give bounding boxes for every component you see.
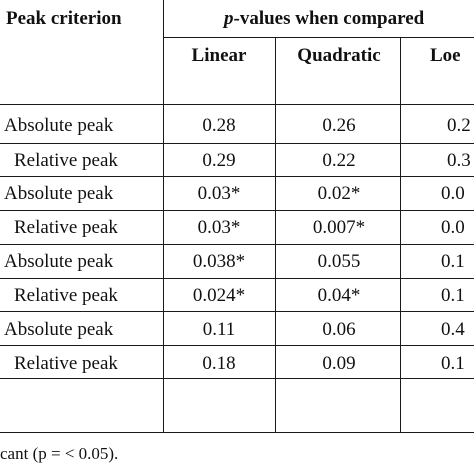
row-divider bbox=[0, 210, 474, 211]
row-label: Relative peak bbox=[14, 285, 118, 306]
cell-loe: 0.1 bbox=[441, 285, 465, 306]
column-header-loe: Loe bbox=[430, 45, 461, 66]
pvalues-header: p-values when compared bbox=[224, 9, 424, 28]
cell-linear: 0.03* bbox=[197, 217, 241, 238]
cell-linear: 0.28 bbox=[202, 115, 236, 136]
cell-quadratic: 0.06 bbox=[322, 319, 356, 340]
table-bottom-rule bbox=[0, 432, 474, 433]
cell-quadratic: 0.26 bbox=[322, 115, 356, 136]
row-label: Absolute peak bbox=[4, 251, 114, 272]
cell-quadratic: 0.22 bbox=[322, 150, 356, 171]
cell-linear: 0.11 bbox=[202, 319, 236, 340]
cell-quadratic: 0.09 bbox=[322, 353, 356, 374]
pvalues-header-p: p bbox=[224, 8, 234, 29]
row-label: Absolute peak bbox=[4, 115, 114, 136]
cell-quadratic: 0.007* bbox=[312, 217, 366, 238]
cell-loe: 0.1 bbox=[441, 353, 465, 374]
cell-quadratic: 0.02* bbox=[317, 183, 361, 204]
column-divider-criterion bbox=[163, 0, 164, 432]
cell-loe: 0.3 bbox=[447, 150, 471, 171]
row-label: Relative peak bbox=[14, 217, 118, 238]
cell-loe: 0.0 bbox=[441, 217, 465, 238]
cell-loe: 0.0 bbox=[441, 183, 465, 204]
cell-loe: 0.1 bbox=[441, 251, 465, 272]
cell-loe: 0.4 bbox=[441, 319, 465, 340]
header-divider-top bbox=[163, 37, 474, 38]
header-divider-bottom bbox=[0, 104, 474, 105]
row-label: Absolute peak bbox=[4, 183, 114, 204]
cell-quadratic: 0.04* bbox=[317, 285, 361, 306]
peak-criterion-header: Peak criterion bbox=[6, 8, 122, 29]
cell-linear: 0.18 bbox=[202, 353, 236, 374]
footnote: cant (p = < 0.05). bbox=[0, 444, 119, 463]
row-divider bbox=[0, 311, 474, 312]
cell-quadratic: 0.055 bbox=[317, 251, 361, 272]
row-divider bbox=[0, 176, 474, 177]
row-label: Relative peak bbox=[14, 150, 118, 171]
row-label: Absolute peak bbox=[4, 319, 114, 340]
pvalues-header-rest: -values when compared bbox=[233, 8, 425, 29]
cell-linear: 0.03* bbox=[197, 183, 241, 204]
row-divider bbox=[0, 143, 474, 144]
row-label: Relative peak bbox=[14, 353, 118, 374]
cell-linear: 0.024* bbox=[192, 285, 246, 306]
row-divider bbox=[0, 378, 474, 379]
row-divider bbox=[0, 278, 474, 279]
column-header-linear: Linear bbox=[191, 45, 247, 66]
column-divider-quadratic bbox=[400, 37, 401, 432]
cell-linear: 0.038* bbox=[192, 251, 246, 272]
cell-linear: 0.29 bbox=[202, 150, 236, 171]
cell-loe: 0.2 bbox=[447, 115, 471, 136]
column-divider-linear bbox=[275, 37, 276, 432]
column-header-quadratic: Quadratic bbox=[297, 45, 381, 66]
row-divider bbox=[0, 244, 474, 245]
row-divider bbox=[0, 345, 474, 346]
